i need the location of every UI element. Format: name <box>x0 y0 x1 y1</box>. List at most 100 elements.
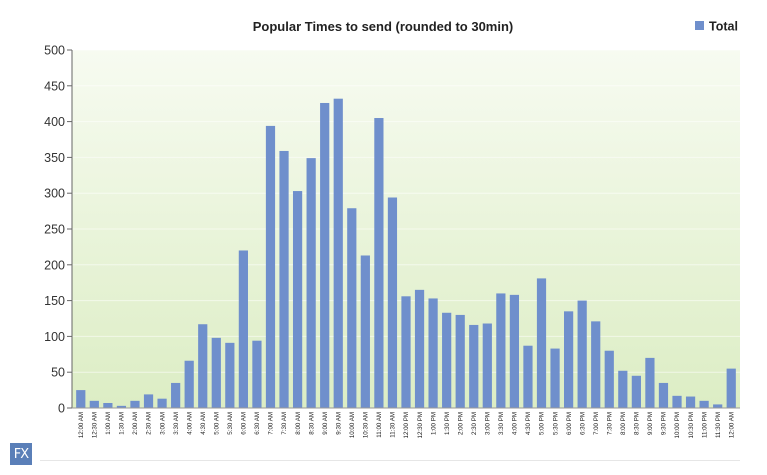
bar-19 <box>333 98 343 408</box>
y-tick-label: 100 <box>44 330 65 344</box>
bar-8 <box>184 360 194 408</box>
bar-48 <box>726 368 736 408</box>
x-tick-label: 11:00 PM <box>701 412 708 438</box>
x-tick-label: 10:30 AM <box>363 412 370 438</box>
y-tick-label: 250 <box>44 223 65 237</box>
bars <box>76 98 736 409</box>
bar-27 <box>442 312 452 408</box>
x-tick-label: 3:00 AM <box>159 412 166 435</box>
x-tick-label: 8:30 AM <box>308 412 315 435</box>
x-tick-label: 2:30 PM <box>471 412 478 435</box>
bar-2 <box>103 402 113 408</box>
x-tick-label: 2:30 AM <box>146 412 153 435</box>
legend-label: Total <box>709 20 738 34</box>
bar-43 <box>658 382 669 408</box>
bar-17 <box>306 158 316 408</box>
bar-7 <box>171 382 181 408</box>
bar-16 <box>292 191 303 408</box>
bar-45 <box>685 396 696 408</box>
x-tick-label: 8:00 AM <box>295 412 302 435</box>
x-tick-label: 3:00 PM <box>485 412 492 435</box>
bar-33 <box>523 345 533 408</box>
legend-swatch <box>695 21 704 30</box>
x-tick-label: 7:00 AM <box>268 412 275 435</box>
fx-logo-icon: FX <box>10 443 32 465</box>
x-tick-label: 9:30 PM <box>661 412 668 435</box>
bar-44 <box>672 395 682 408</box>
x-tick-label: 10:00 AM <box>349 412 356 438</box>
bar-39 <box>604 350 614 408</box>
y-tick-label: 0 <box>58 402 65 416</box>
x-tick-label: 11:30 PM <box>715 412 722 438</box>
bar-11 <box>225 342 235 408</box>
bar-34 <box>536 278 547 408</box>
y-axis: 0 50 100 150 200 250 300 350 400 450 500 <box>44 44 72 416</box>
x-tick-label: 2:00 PM <box>457 412 464 435</box>
x-tick-label: 4:30 PM <box>525 412 532 435</box>
x-tick-label: 1:30 PM <box>444 412 451 435</box>
y-tick-label: 150 <box>44 294 65 308</box>
x-tick-label: 1:30 AM <box>119 412 126 435</box>
bar-20 <box>347 208 357 408</box>
bar-37 <box>577 300 587 408</box>
y-tick-label: 400 <box>44 115 65 129</box>
y-tick-label: 500 <box>44 44 65 58</box>
x-tick-label: 3:30 AM <box>173 412 180 435</box>
bar-15 <box>279 150 289 408</box>
bar-10 <box>211 337 221 408</box>
x-tick-label: 6:00 AM <box>241 412 248 435</box>
bar-22 <box>374 118 384 409</box>
y-tick-label: 350 <box>44 151 65 165</box>
bar-41 <box>631 375 641 408</box>
x-tick-label: 5:30 PM <box>552 412 559 435</box>
x-tick-label: 6:30 PM <box>579 412 586 435</box>
bar-38 <box>591 321 601 408</box>
x-tick-label: 8:30 PM <box>634 412 641 435</box>
bar-9 <box>198 324 208 408</box>
x-tick-label: 7:30 PM <box>606 412 613 435</box>
x-tick-label: 12:30 AM <box>92 412 99 438</box>
bar-28 <box>455 314 465 408</box>
x-tick-label: 9:00 AM <box>322 412 329 435</box>
bar-46 <box>699 400 709 408</box>
x-tick-label: 12:00 AM <box>728 412 735 438</box>
x-tick-label: 9:30 AM <box>335 412 342 435</box>
bar-18 <box>320 102 330 408</box>
bar-42 <box>645 357 655 408</box>
bar-13 <box>252 340 262 408</box>
x-tick-label: 12:00 PM <box>403 412 410 438</box>
x-tick-label: 7:30 AM <box>281 412 288 435</box>
x-tick-label: 11:30 AM <box>390 412 397 438</box>
bar-30 <box>482 323 492 408</box>
bar-6 <box>157 398 167 408</box>
y-tick-label: 50 <box>51 366 65 380</box>
x-tick-label: 5:30 AM <box>227 412 234 435</box>
bar-4 <box>130 400 140 408</box>
legend: Total <box>695 20 738 34</box>
bar-25 <box>414 289 425 408</box>
y-tick-label: 300 <box>44 187 65 201</box>
x-axis: 12:00 AM 12:30 AM 1:00 AM 1:30 AM 2:00 AM 2:3… <box>78 412 735 438</box>
bar-1 <box>89 400 99 408</box>
x-tick-label: 3:30 PM <box>498 412 505 435</box>
x-tick-label: 1:00 AM <box>105 412 112 435</box>
x-tick-label: 10:30 PM <box>688 412 695 438</box>
bar-35 <box>550 348 560 408</box>
bar-23 <box>387 197 398 408</box>
bar-5 <box>143 394 154 408</box>
bar-14 <box>265 125 276 409</box>
bar-40 <box>618 370 628 408</box>
bar-31 <box>496 293 506 408</box>
bar-24 <box>401 296 411 408</box>
x-tick-label: 9:00 PM <box>647 412 654 435</box>
x-tick-label: 5:00 AM <box>213 412 220 435</box>
bar-32 <box>509 294 520 408</box>
bar-3 <box>116 405 127 408</box>
x-tick-label: 12:00 AM <box>78 412 85 438</box>
bar-26 <box>428 298 438 408</box>
x-tick-label: 12:30 PM <box>417 412 424 438</box>
bar-0 <box>76 390 86 408</box>
x-tick-label: 1:00 PM <box>430 412 437 435</box>
